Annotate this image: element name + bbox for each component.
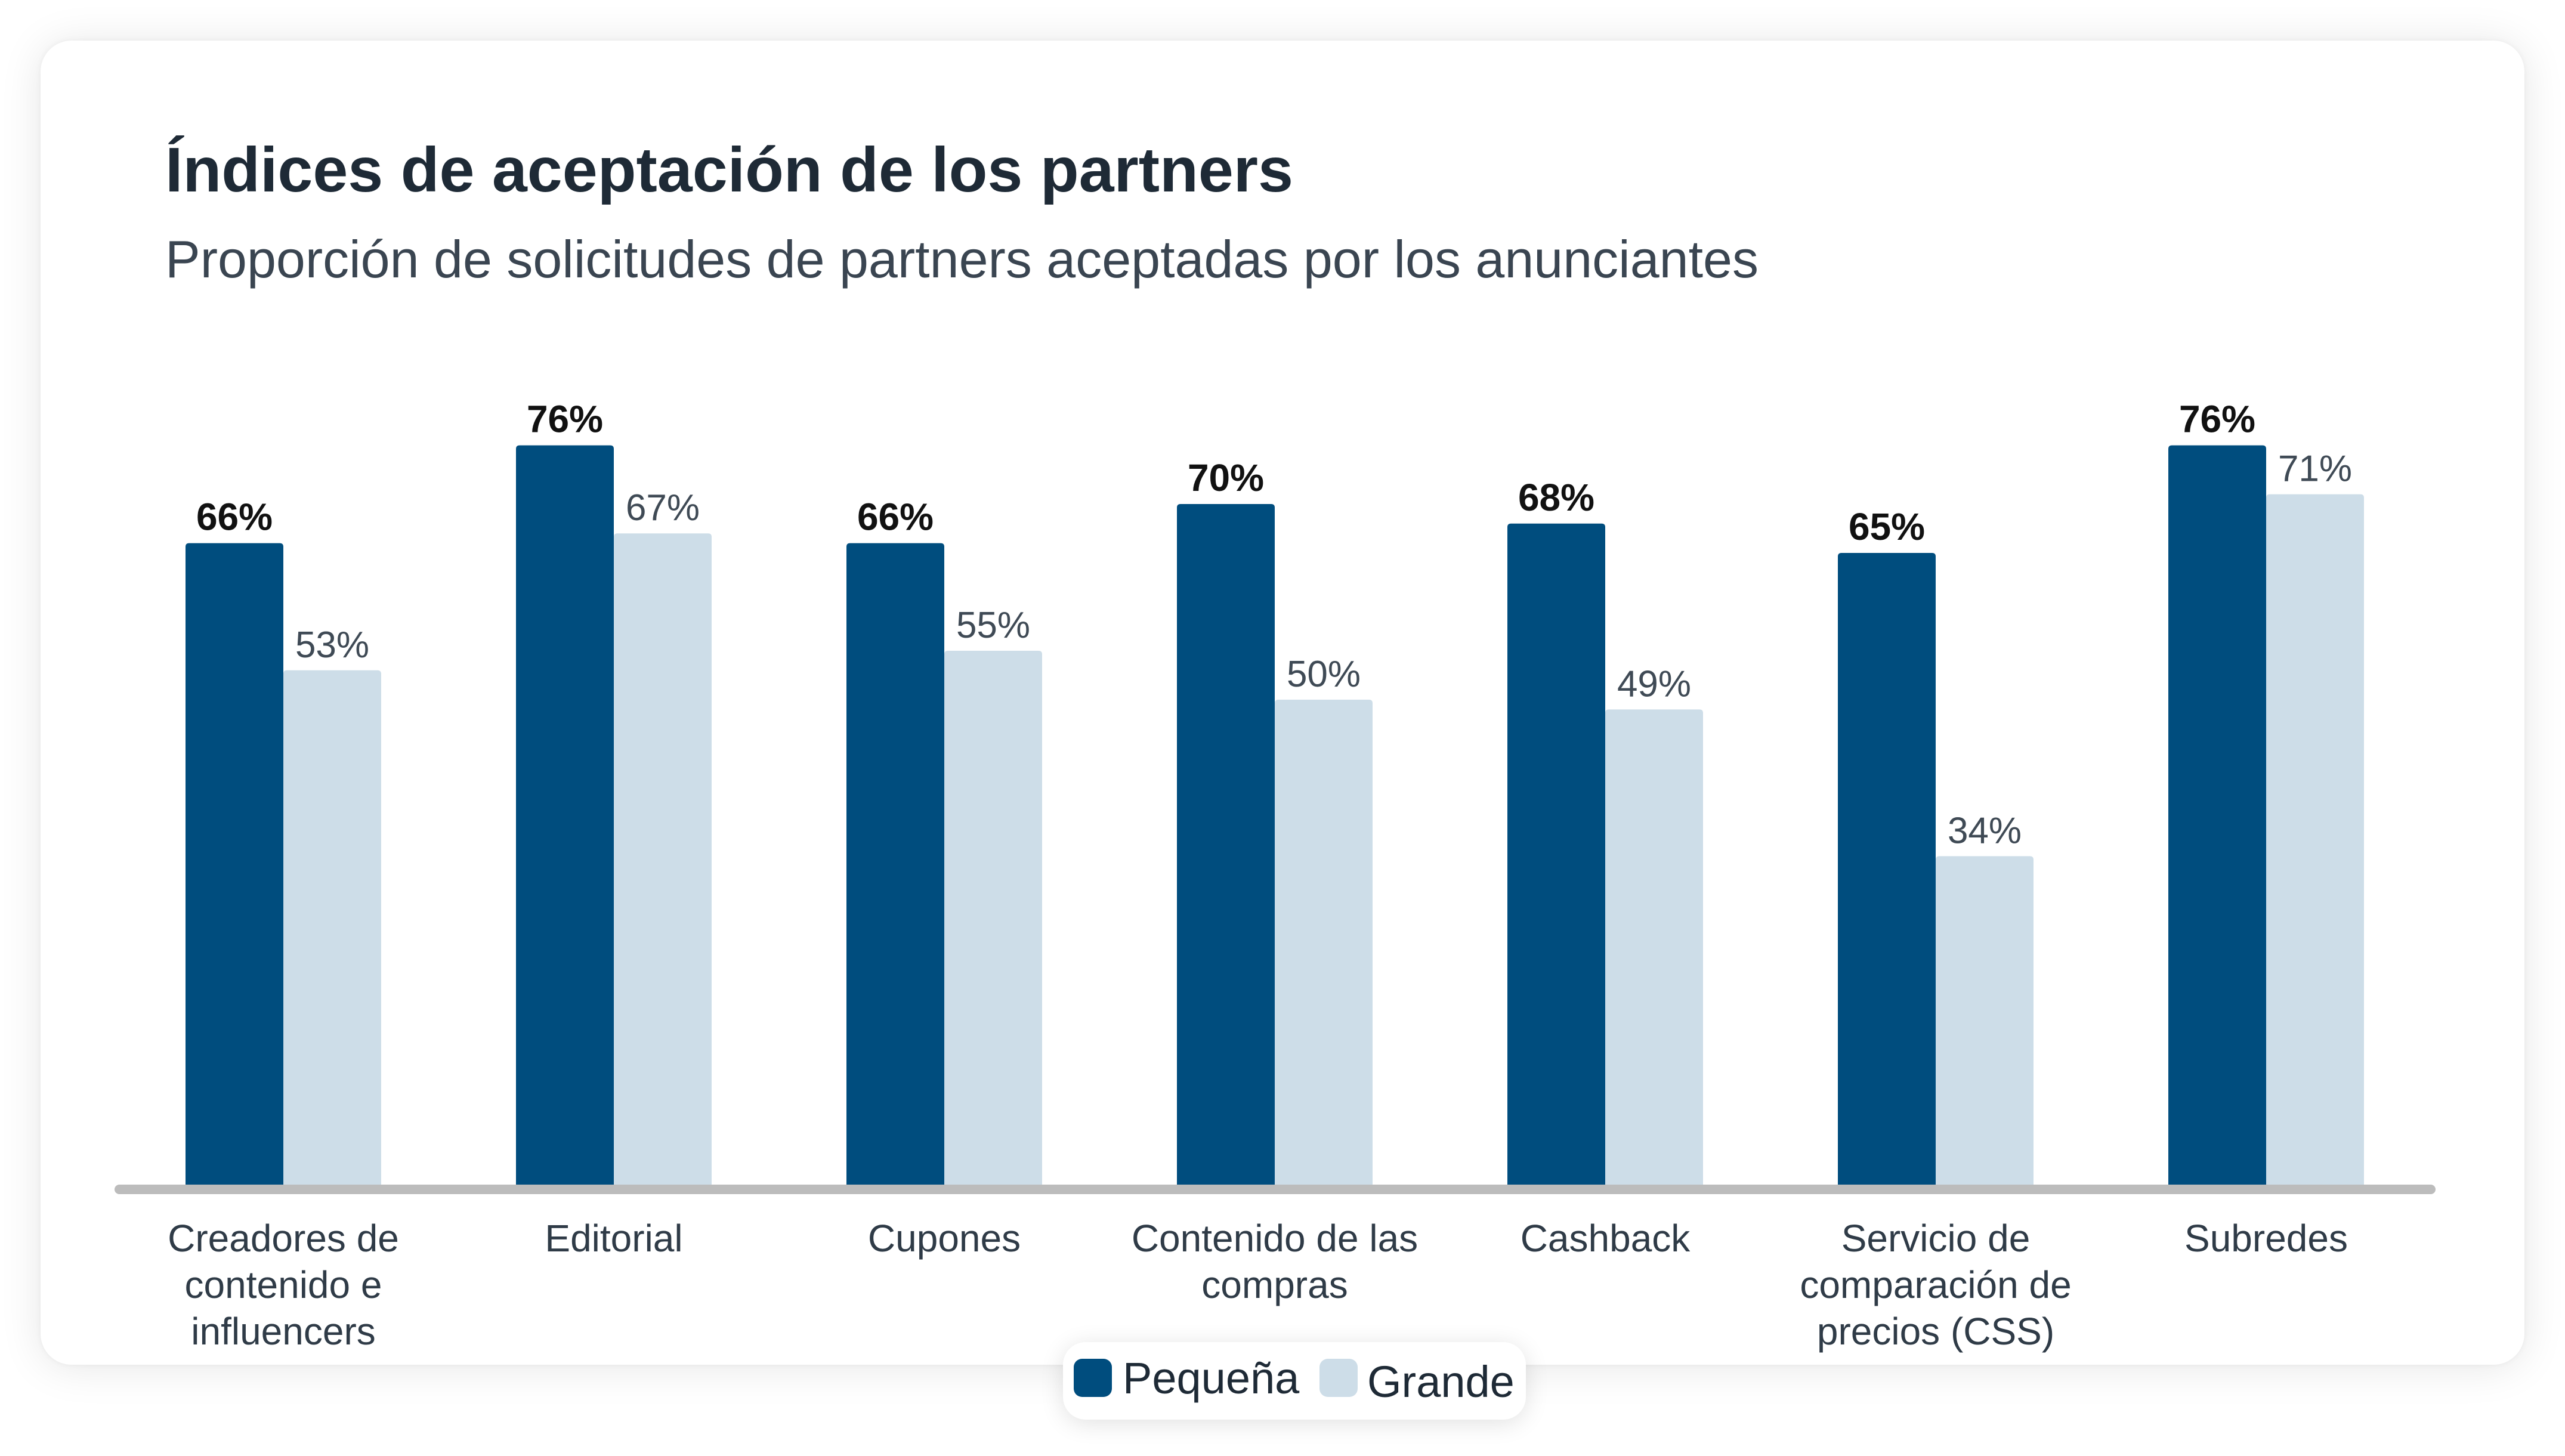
bar-pequena-1 <box>516 445 614 1189</box>
data-label-pequena-2: 66% <box>857 496 934 539</box>
data-label-grande-6: 71% <box>2278 449 2352 490</box>
chart-title: Índices de aceptación de los partners <box>165 135 1293 205</box>
data-label-pequena-5: 65% <box>1849 505 1925 548</box>
category-label-line: Subredes <box>2184 1217 2348 1260</box>
legend-swatch-pequena <box>1074 1359 1112 1397</box>
data-label-pequena-4: 68% <box>1518 476 1594 519</box>
legend: Pequeña Grande <box>1063 1342 1526 1420</box>
data-label-grande-2: 55% <box>956 605 1030 646</box>
category-label-0: Creadores de contenido e influencers <box>168 1217 399 1353</box>
bar-grande-3 <box>1275 700 1373 1189</box>
data-label-pequena-0: 66% <box>196 496 273 539</box>
data-label-pequena-1: 76% <box>527 398 603 441</box>
data-label-grande-1: 67% <box>626 487 700 528</box>
bar-pequena-4 <box>1507 523 1605 1189</box>
bar-pequena-5 <box>1838 553 1936 1189</box>
category-label-line: Cupones <box>868 1217 1021 1260</box>
category-label-line: Cashback <box>1521 1217 1691 1260</box>
bar-pequena-3 <box>1177 504 1275 1189</box>
data-label-grande-3: 50% <box>1287 654 1361 695</box>
data-label-pequena-6: 76% <box>2179 398 2255 441</box>
bar-grande-6 <box>2266 494 2364 1189</box>
category-label-4: Cashback <box>1521 1217 1691 1260</box>
category-label-line: Creadores de <box>168 1217 399 1260</box>
category-label-line: Servicio de <box>1841 1217 2031 1260</box>
category-label-line: Editorial <box>545 1217 682 1260</box>
bar-pequena-6 <box>2168 445 2266 1189</box>
category-label-1: Editorial <box>545 1217 682 1260</box>
bar-grande-5 <box>1936 856 2034 1189</box>
category-label-5: Servicio de comparación de precios (CSS) <box>1800 1217 2071 1353</box>
bar-pequena-0 <box>186 543 283 1189</box>
bar-grande-0 <box>283 670 381 1189</box>
category-label-line: precios (CSS) <box>1817 1310 2054 1353</box>
category-label-line: contenido e <box>185 1263 382 1306</box>
category-label-3: Contenido de las compras <box>1132 1217 1418 1306</box>
data-label-pequena-3: 70% <box>1188 456 1264 499</box>
data-label-grande-5: 34% <box>1948 810 2022 851</box>
category-label-2: Cupones <box>868 1217 1021 1260</box>
bar-pequena-2 <box>846 543 944 1189</box>
category-label-6: Subredes <box>2184 1217 2348 1260</box>
category-label-line: influencers <box>191 1310 376 1353</box>
category-label-line: compras <box>1201 1263 1348 1306</box>
bar-grande-2 <box>944 651 1042 1189</box>
legend-label-pequena: Pequeña <box>1123 1353 1300 1403</box>
legend-swatch-grande <box>1319 1359 1358 1397</box>
legend-label-grande: Grande <box>1367 1357 1515 1406</box>
category-label-line: Contenido de las <box>1132 1217 1418 1260</box>
data-label-grande-4: 49% <box>1617 663 1691 704</box>
chart-subtitle: Proporción de solicitudes de partners ac… <box>165 230 1759 289</box>
bar-grande-4 <box>1605 709 1703 1189</box>
category-label-line: comparación de <box>1800 1263 2071 1306</box>
bar-grande-1 <box>614 533 712 1189</box>
data-label-grande-0: 53% <box>295 625 369 666</box>
